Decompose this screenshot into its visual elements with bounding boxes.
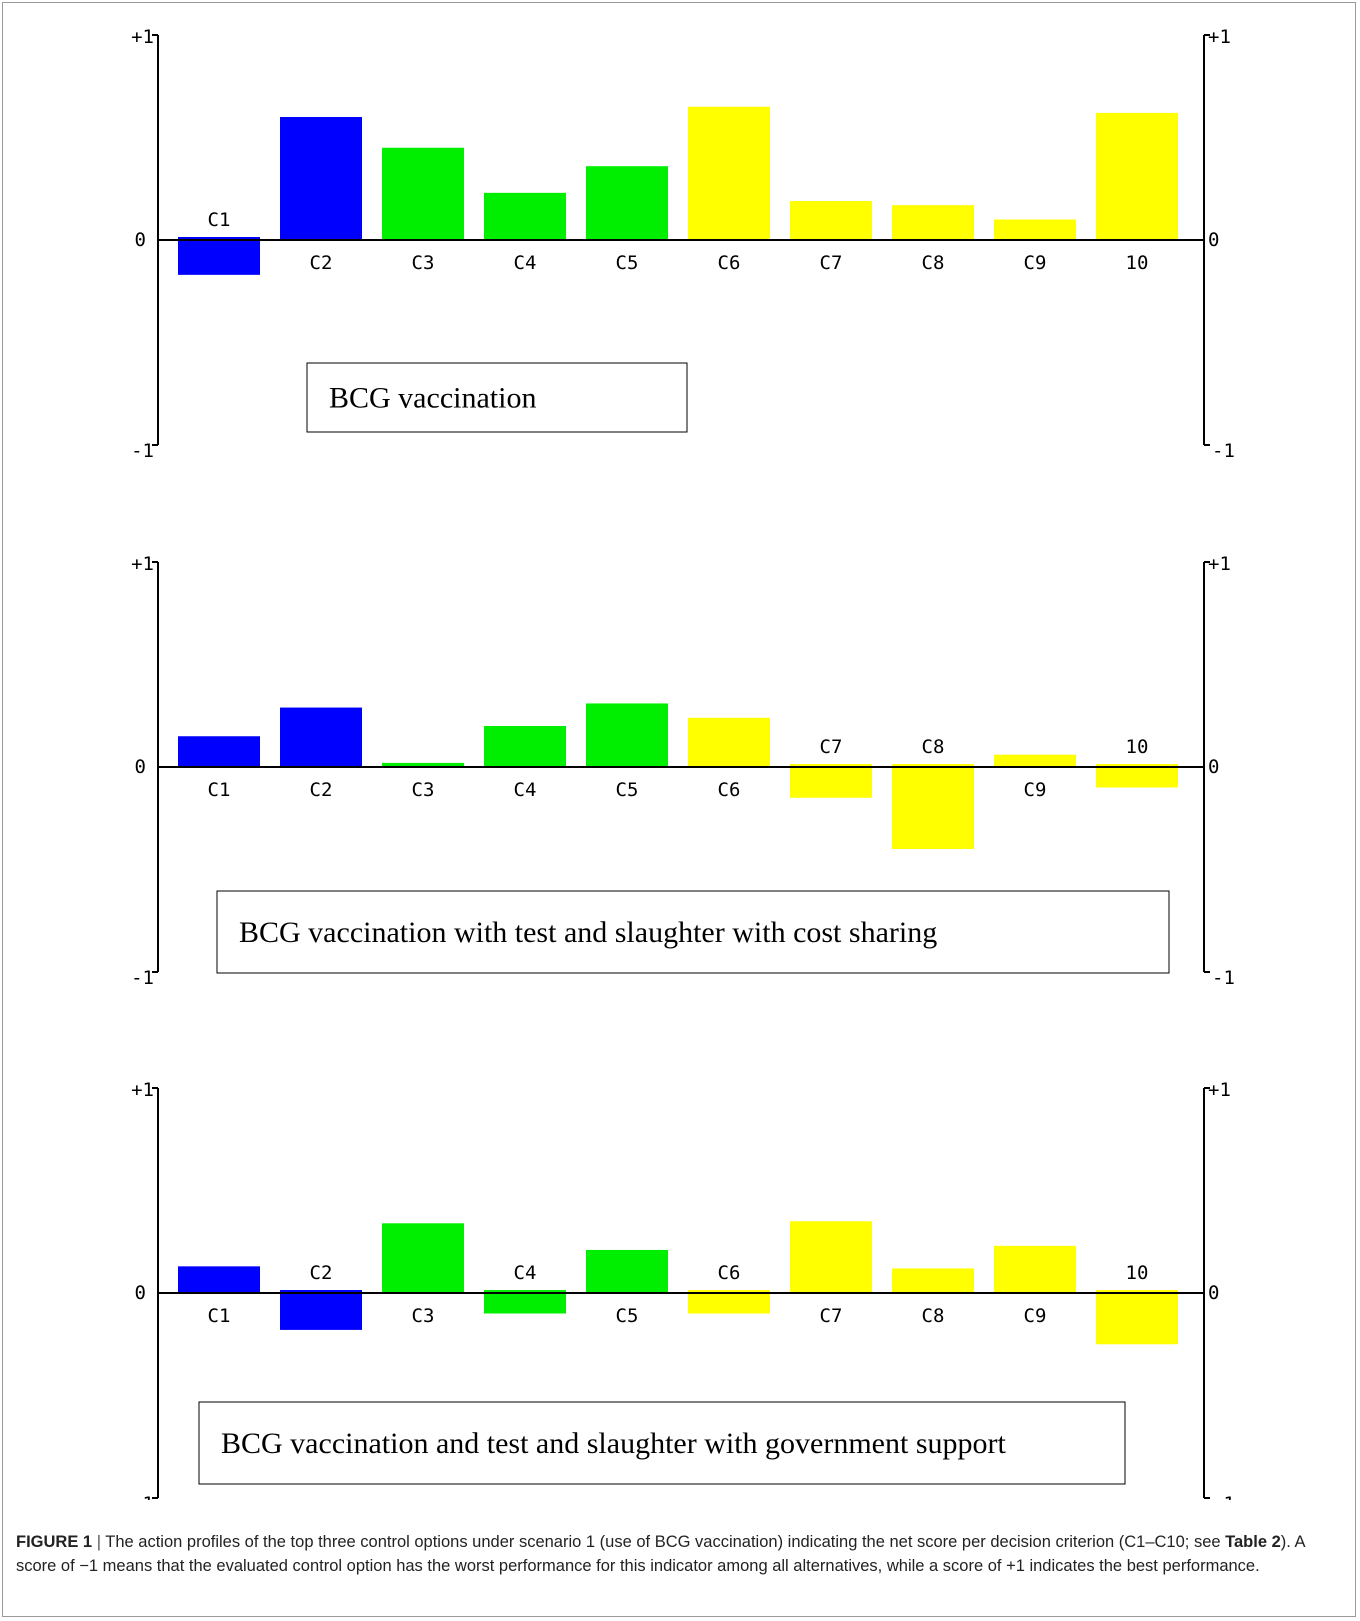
category-label-10: 10 <box>1126 252 1149 274</box>
category-label-C4: C4 <box>514 252 537 274</box>
right-tick-label-bottom: -1 <box>1212 967 1235 989</box>
category-label-C3: C3 <box>412 252 435 274</box>
left-tick-label-top: +1 <box>131 553 154 575</box>
category-label-C5: C5 <box>616 779 639 801</box>
right-tick-label-bottom: -1 <box>1212 440 1235 462</box>
category-label-10: 10 <box>1126 1262 1149 1284</box>
right-tick-label-zero: 0 <box>1208 756 1219 778</box>
figure-caption: FIGURE 1 | The action profiles of the to… <box>16 1530 1342 1578</box>
left-tick-label-bottom: -1 <box>131 1493 154 1500</box>
category-label-10: 10 <box>1126 736 1149 758</box>
category-label-C5: C5 <box>616 1305 639 1327</box>
category-label-C9: C9 <box>1024 252 1047 274</box>
right-tick-label-bottom: -1 <box>1212 1493 1235 1500</box>
category-label-C2: C2 <box>310 779 333 801</box>
chart-panel-1: C1 C2 C3 C4 C5 C6 C7 C8 C9 10 +1 0 -1 +1 0 -1 BCG vaccin… <box>131 26 1235 462</box>
category-label-C1: C1 <box>208 1305 231 1327</box>
bar-10 <box>1096 112 1178 240</box>
annotation-box <box>198 1401 1126 1485</box>
category-label-C8: C8 <box>922 1305 945 1327</box>
left-tick-label-zero: 0 <box>135 1282 146 1304</box>
category-label-C8: C8 <box>922 252 945 274</box>
category-label-C9: C9 <box>1024 779 1047 801</box>
bar-C6 <box>688 106 770 240</box>
bar-C9 <box>994 219 1076 240</box>
category-label-C1: C1 <box>208 779 231 801</box>
right-tick-label-top: +1 <box>1208 553 1231 575</box>
bar-C7 <box>790 1221 872 1293</box>
bar-C1 <box>178 736 260 767</box>
bar-C3 <box>382 1223 464 1293</box>
category-label-C3: C3 <box>412 1305 435 1327</box>
bar-10 <box>1096 1290 1178 1345</box>
bar-10 <box>1096 764 1178 788</box>
bar-C7 <box>790 764 872 798</box>
category-label-C7: C7 <box>820 736 843 758</box>
left-tick-label-top: +1 <box>131 26 154 48</box>
bar-C3 <box>382 762 464 767</box>
bar-C9 <box>994 1245 1076 1293</box>
category-label-C7: C7 <box>820 252 843 274</box>
category-label-C1: C1 <box>208 209 231 231</box>
category-label-C7: C7 <box>820 1305 843 1327</box>
category-label-C4: C4 <box>514 1262 537 1284</box>
bar-C4 <box>484 192 566 240</box>
category-label-C6: C6 <box>718 1262 741 1284</box>
bar-C4 <box>484 1290 566 1314</box>
bar-C6 <box>688 717 770 767</box>
bar-C5 <box>586 703 668 767</box>
right-tick-label-zero: 0 <box>1208 229 1219 251</box>
bar-C2 <box>280 117 362 240</box>
category-label-C4: C4 <box>514 779 537 801</box>
chart-panel-2: C1 C2 C3 C4 C5 C6 C7 C8 C9 10 +1 0 -1 +1 0 -1 BCG vaccin… <box>131 553 1235 989</box>
left-tick-label-bottom: -1 <box>131 967 154 989</box>
table-reference: Table 2 <box>1225 1533 1281 1551</box>
bar-C5 <box>586 1249 668 1293</box>
left-tick-label-zero: 0 <box>135 756 146 778</box>
left-tick-label-top: +1 <box>131 1079 154 1101</box>
annotation-box <box>216 890 1170 974</box>
annotation-box <box>306 362 688 433</box>
bar-C2 <box>280 1290 362 1330</box>
category-label-C6: C6 <box>718 252 741 274</box>
annotation-text: BCG vaccination <box>329 382 536 415</box>
caption-text-1: The action profiles of the top three con… <box>105 1533 1226 1551</box>
chart-panels: C1 C2 C3 C4 C5 C6 C7 C8 C9 10 +1 0 -1 +1 0 -1 BCG vaccin… <box>131 26 1235 1500</box>
bar-C7 <box>790 201 872 240</box>
caption-text-2: ). A score of −1 means that the evaluate… <box>16 1533 1305 1575</box>
right-tick-label-top: +1 <box>1208 1079 1231 1101</box>
bar-C5 <box>586 166 668 240</box>
category-label-C8: C8 <box>922 736 945 758</box>
figure-label: FIGURE 1 <box>16 1533 93 1551</box>
bar-C9 <box>994 754 1076 767</box>
annotation-text: BCG vaccination with test and slaughter … <box>239 916 937 949</box>
right-tick-label-zero: 0 <box>1208 1282 1219 1304</box>
annotation-text: BCG vaccination and test and slaughter w… <box>221 1427 1006 1460</box>
category-label-C6: C6 <box>718 779 741 801</box>
bar-C8 <box>892 205 974 240</box>
bar-C1 <box>178 237 260 275</box>
bar-C1 <box>178 1266 260 1293</box>
bar-C6 <box>688 1290 770 1314</box>
right-tick-label-top: +1 <box>1208 26 1231 48</box>
bar-C3 <box>382 147 464 240</box>
left-tick-label-zero: 0 <box>135 229 146 251</box>
bar-C8 <box>892 764 974 849</box>
bar-C2 <box>280 707 362 767</box>
category-label-C2: C2 <box>310 1262 333 1284</box>
bar-C8 <box>892 1268 974 1293</box>
category-label-C9: C9 <box>1024 1305 1047 1327</box>
left-tick-label-bottom: -1 <box>131 440 154 462</box>
caption-separator: | <box>92 1533 106 1551</box>
chart-panel-3: C1 C2 C3 C4 C5 C6 C7 C8 C9 10 +1 0 -1 +1 0 -1 BCG vaccin… <box>131 1079 1235 1500</box>
bar-C4 <box>484 726 566 767</box>
category-label-C3: C3 <box>412 779 435 801</box>
category-label-C5: C5 <box>616 252 639 274</box>
category-label-C2: C2 <box>310 252 333 274</box>
